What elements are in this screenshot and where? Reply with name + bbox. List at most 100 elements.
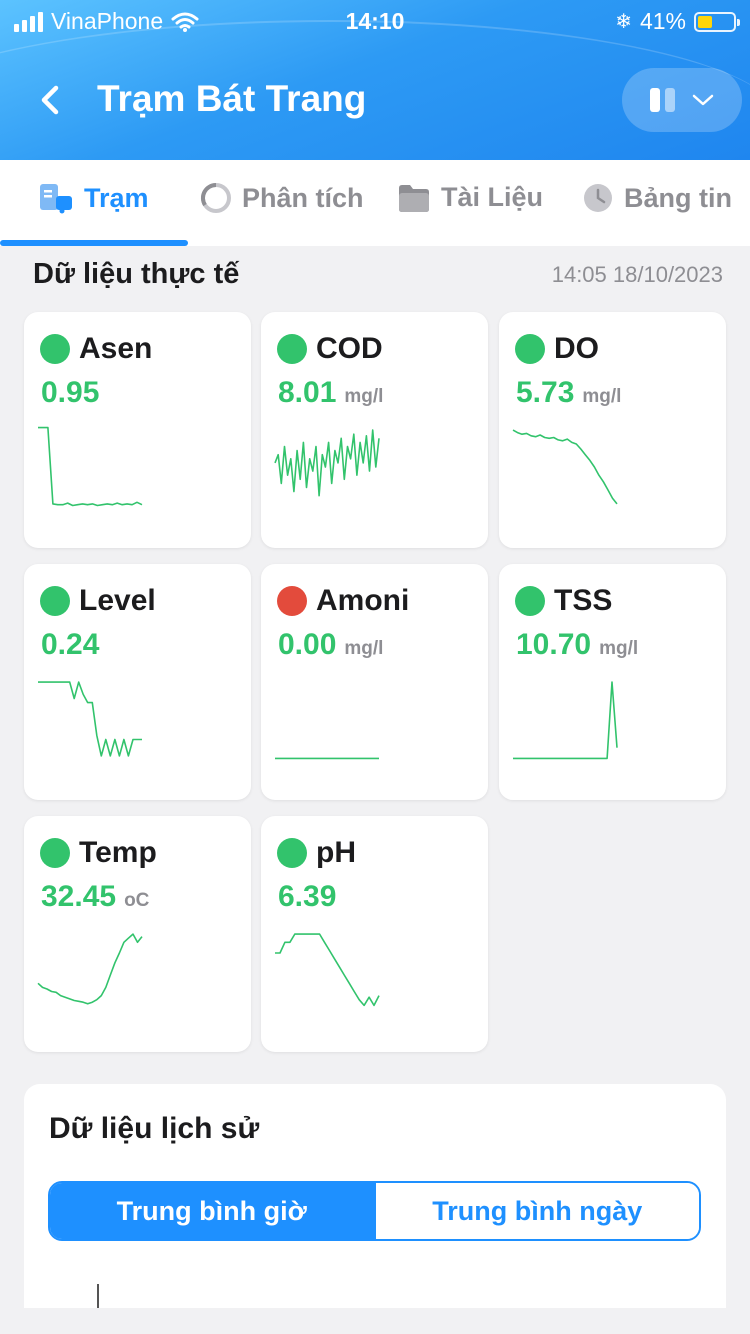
tab-station[interactable]: Trạm xyxy=(38,182,149,214)
app-header: VinaPhone 14:10 ❄ 41% Trạm Bát Trang xyxy=(0,0,750,160)
wifi-icon xyxy=(171,12,199,32)
param-value-row: 0.24 xyxy=(41,628,99,662)
bottom-spacer xyxy=(0,1308,750,1334)
status-dot-icon xyxy=(277,586,307,616)
battery-icon xyxy=(694,11,740,32)
sparkline-path xyxy=(274,429,380,497)
status-dot-icon xyxy=(40,334,70,364)
battery-percent: 41% xyxy=(639,8,686,34)
tab-analysis-label: Phân tích xyxy=(242,182,364,213)
param-name: Temp xyxy=(79,836,157,869)
tab-news-label: Bảng tin xyxy=(624,182,732,213)
tab-documents[interactable]: Tài Liệu xyxy=(397,182,543,213)
status-dot-icon xyxy=(515,586,545,616)
clock-icon xyxy=(584,184,612,212)
sparkline-chart xyxy=(274,429,380,497)
param-name-row: Level xyxy=(40,584,156,618)
page-title: Trạm Bát Trang xyxy=(97,78,367,119)
sparkline-chart xyxy=(38,426,143,507)
param-value-row: 32.45 oC xyxy=(41,880,149,914)
param-unit: mg/l xyxy=(582,386,622,407)
param-value: 8.01 xyxy=(278,376,337,409)
sparkline-path xyxy=(38,426,143,507)
param-value-row: 0.00 mg/l xyxy=(278,628,383,662)
param-value-row: 8.01 mg/l xyxy=(278,376,383,410)
folder-icon xyxy=(399,184,429,212)
param-value: 6.39 xyxy=(278,880,337,913)
sparkline-path xyxy=(275,933,380,1007)
status-dot-icon xyxy=(40,838,70,868)
status-dot-icon xyxy=(277,838,307,868)
carrier-group: VinaPhone xyxy=(14,8,199,35)
param-name-row: pH xyxy=(277,836,356,870)
param-name-row: DO xyxy=(515,332,599,366)
sparkline-path xyxy=(37,933,143,1005)
param-card-temp[interactable]: Temp 32.45 oC xyxy=(24,816,251,1052)
param-value-row: 5.73 mg/l xyxy=(516,376,621,410)
param-unit: oC xyxy=(124,890,150,911)
tab-analysis[interactable]: Phân tích xyxy=(200,182,364,214)
header-decoration xyxy=(0,20,750,160)
history-title: Dữ liệu lịch sử xyxy=(49,1112,260,1145)
active-tab-indicator xyxy=(0,240,188,246)
analysis-ring-icon xyxy=(200,182,231,213)
layout-icon xyxy=(649,88,675,112)
sparkline-chart xyxy=(38,681,142,757)
status-dot-icon xyxy=(515,334,545,364)
param-value: 10.70 xyxy=(516,628,592,661)
sparkline-chart xyxy=(37,933,143,1005)
sparkline-chart xyxy=(275,757,379,760)
param-name: TSS xyxy=(554,584,613,617)
back-button[interactable] xyxy=(30,78,70,122)
snowflake-icon: ❄ xyxy=(615,11,632,33)
param-card-do[interactable]: DO 5.73 mg/l xyxy=(499,312,726,548)
chart-axis-line xyxy=(97,1284,99,1308)
param-card-level[interactable]: Level 0.24 xyxy=(24,564,251,800)
realtime-timestamp: 14:05 18/10/2023 xyxy=(551,261,723,287)
param-unit: mg/l xyxy=(344,638,384,659)
station-switch-button[interactable] xyxy=(622,68,742,132)
param-name-row: Asen xyxy=(40,332,152,366)
clock: 14:10 xyxy=(345,8,405,34)
realtime-title: Dữ liệu thực tế xyxy=(33,258,240,290)
param-value-row: 10.70 mg/l xyxy=(516,628,638,662)
param-value: 5.73 xyxy=(516,376,575,409)
param-name: Level xyxy=(79,584,156,617)
status-bar: VinaPhone 14:10 ❄ 41% xyxy=(0,0,750,40)
history-panel: Dữ liệu lịch sử Trung bình giờ Trung bìn… xyxy=(24,1084,726,1324)
chevron-left-icon xyxy=(41,85,59,115)
tab-news[interactable]: Bảng tin xyxy=(582,182,732,214)
sparkline-path xyxy=(513,681,618,760)
signal-bars-icon xyxy=(14,11,43,32)
hourly-average-button[interactable]: Trung bình giờ xyxy=(50,1183,374,1239)
average-segmented-control: Trung bình giờ Trung bình ngày xyxy=(48,1181,701,1241)
param-card-asen[interactable]: Asen 0.95 xyxy=(24,312,251,548)
param-name-row: Amoni xyxy=(277,584,409,618)
status-dot-icon xyxy=(277,334,307,364)
sparkline-chart xyxy=(275,933,380,1007)
sparkline-chart xyxy=(512,429,618,505)
param-unit: mg/l xyxy=(599,638,639,659)
param-value: 0.24 xyxy=(41,628,100,661)
realtime-header: Dữ liệu thực tế 14:05 18/10/2023 xyxy=(33,258,723,291)
status-dot-icon xyxy=(40,586,70,616)
param-card-amoni[interactable]: Amoni 0.00 mg/l xyxy=(261,564,488,800)
sparkline-chart xyxy=(513,681,618,760)
param-unit: mg/l xyxy=(344,386,384,407)
param-value: 32.45 xyxy=(41,880,117,913)
sparkline-path xyxy=(512,429,618,505)
param-card-tss[interactable]: TSS 10.70 mg/l xyxy=(499,564,726,800)
carrier-name: VinaPhone xyxy=(51,8,164,34)
tab-bar: Trạm Phân tích Tài Liệu Bảng tin xyxy=(0,160,750,246)
param-name-row: TSS xyxy=(515,584,612,618)
param-card-cod[interactable]: COD 8.01 mg/l xyxy=(261,312,488,548)
param-card-ph[interactable]: pH 6.39 xyxy=(261,816,488,1052)
sparkline-path xyxy=(38,681,142,757)
param-name: Asen xyxy=(79,332,153,365)
param-value: 0.95 xyxy=(41,376,100,409)
param-name: pH xyxy=(316,836,356,869)
daily-average-button[interactable]: Trung bình ngày xyxy=(373,1183,699,1239)
param-value-row: 6.39 xyxy=(278,880,336,914)
tab-documents-label: Tài Liệu xyxy=(441,182,544,212)
param-name-row: COD xyxy=(277,332,383,366)
